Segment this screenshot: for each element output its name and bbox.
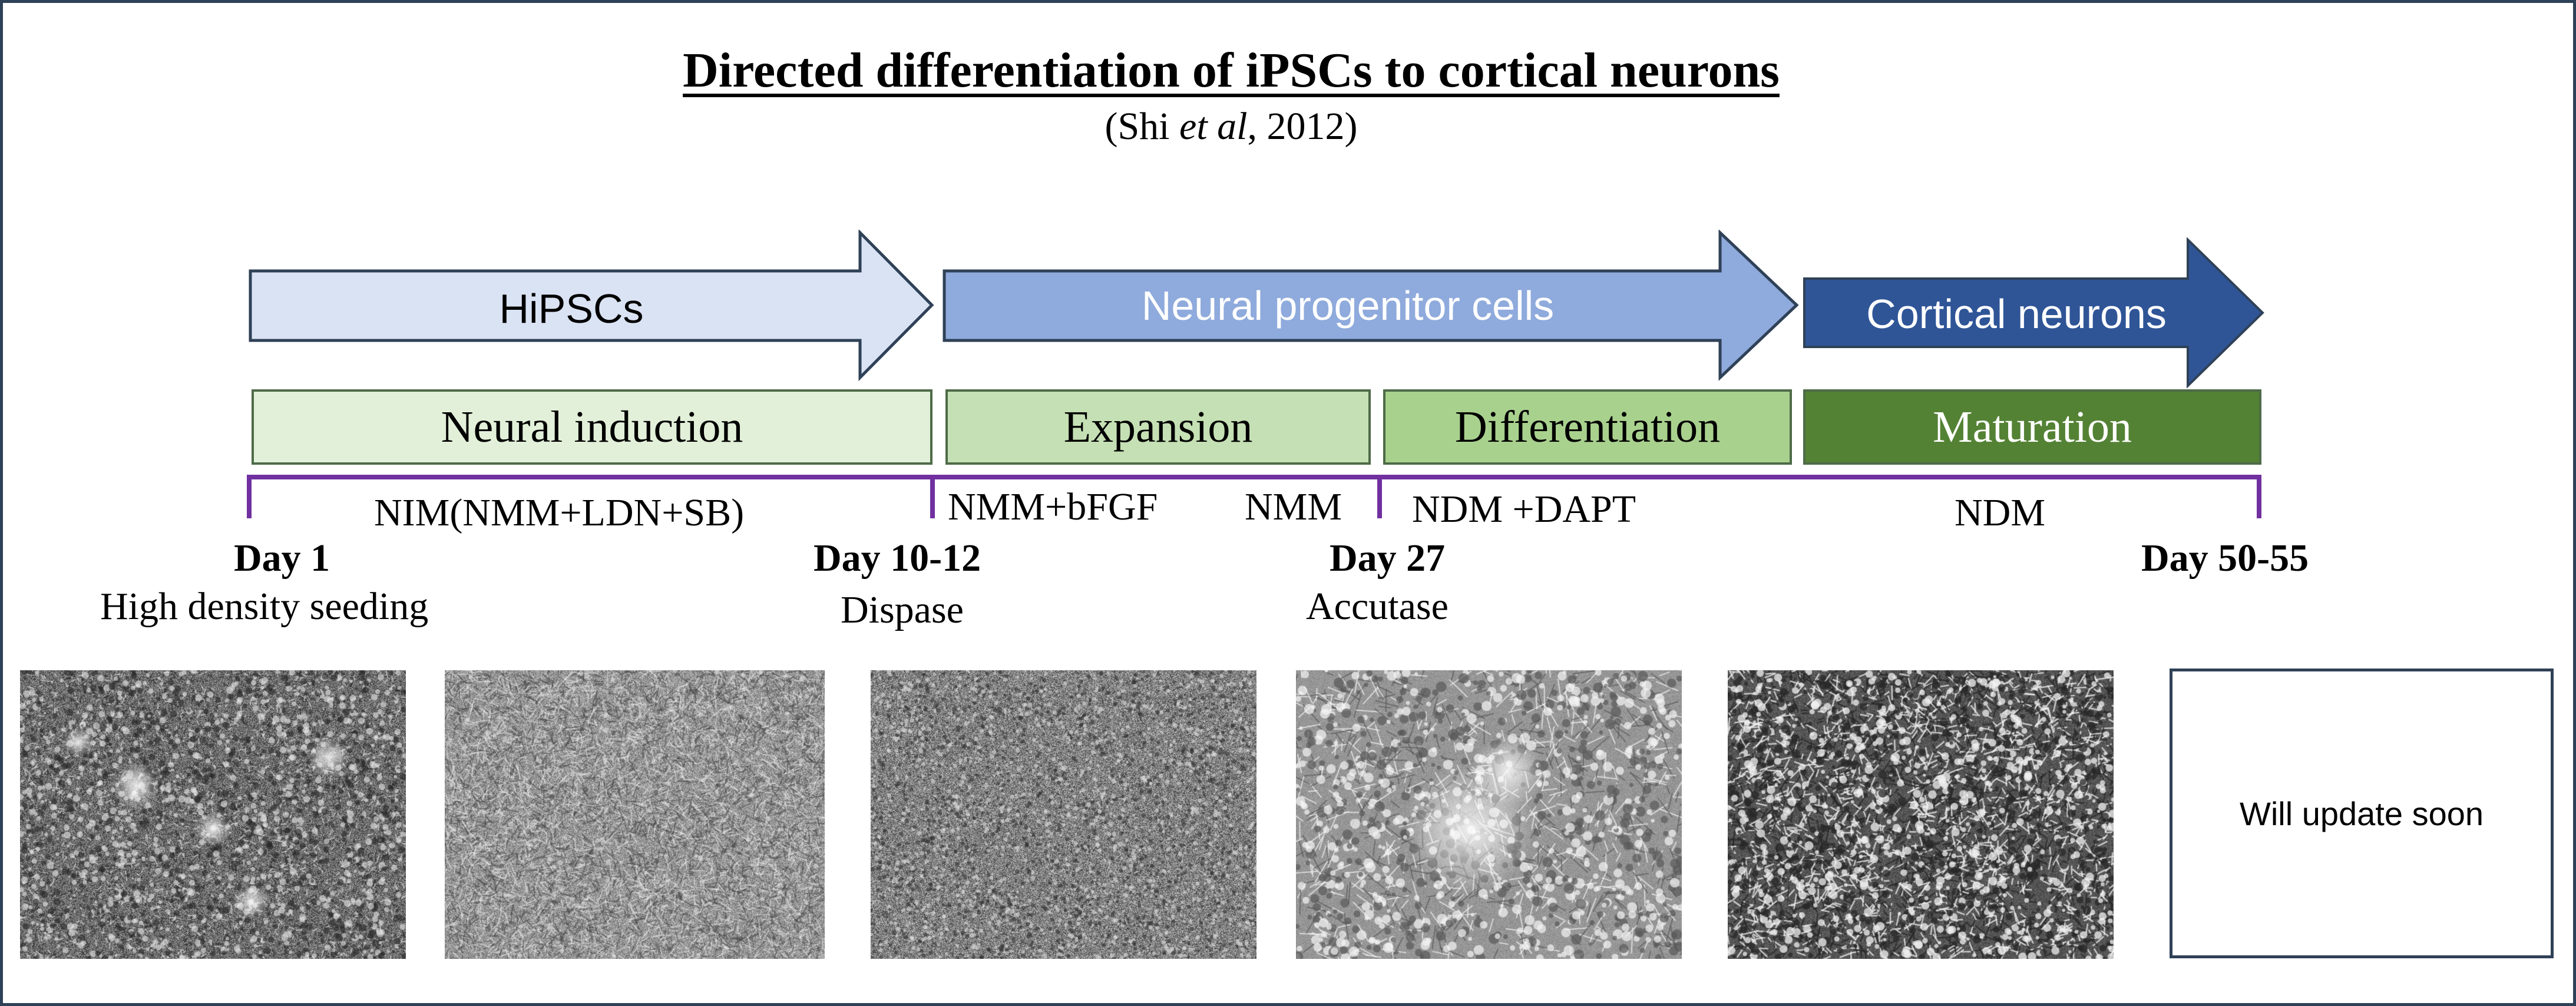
arrow-label-cortical-neurons: Cortical neurons: [1866, 291, 2167, 337]
micrograph-neural-induction: [445, 670, 825, 959]
arrow-hipscs: [249, 230, 934, 382]
stage-neural-induction: Neural induction: [252, 389, 932, 465]
micrograph-day1-ipsc: [20, 670, 406, 959]
arrow-cortical-neurons: [1803, 237, 2264, 388]
stage-differentiation: Differentiation: [1383, 389, 1792, 465]
medium-nmm-bfgf: NMM+bFGF: [948, 485, 1158, 528]
placeholder-box: Will update soon: [2170, 669, 2554, 958]
stage-expansion: Expansion: [945, 389, 1371, 465]
event-dispase: Dispase: [841, 588, 964, 631]
day-1-label: Day 1: [234, 537, 330, 580]
citation-before: (Shi: [1105, 105, 1180, 148]
event-accutase: Accutase: [1306, 585, 1449, 628]
day-50-55-label: Day 50-55: [2141, 537, 2309, 580]
medium-ndm-dapt: NDM +DAPT: [1412, 488, 1636, 531]
figure-title: Directed differentiation of iPSCs to cor…: [683, 43, 1780, 98]
micrograph-expansion: [871, 670, 1256, 959]
citation-italic: et al: [1179, 105, 1248, 148]
day-10-12-label: Day 10-12: [814, 537, 981, 580]
event-high-density-seeding: High density seeding: [100, 585, 429, 628]
timeline: [247, 475, 2261, 518]
micrograph-accutase: [1296, 670, 1682, 959]
citation: (Shi et al, 2012): [3, 104, 2459, 149]
medium-nmm: NMM: [1245, 485, 1342, 528]
arrow-label-neural-progenitor-cells: Neural progenitor cells: [1141, 283, 1555, 329]
medium-nim: NIM(NMM+LDN+SB): [374, 491, 745, 534]
citation-after: , 2012): [1247, 105, 1358, 148]
medium-ndm: NDM: [1955, 491, 2046, 534]
day-27-label: Day 27: [1330, 537, 1446, 580]
stage-maturation: Maturation: [1803, 389, 2261, 465]
placeholder-text: Will update soon: [2239, 795, 2484, 832]
arrow-label-hipscs: HiPSCs: [499, 286, 644, 332]
arrow-neural-progenitor-cells: [943, 230, 1799, 381]
micrograph-maturation: [1728, 670, 2114, 959]
